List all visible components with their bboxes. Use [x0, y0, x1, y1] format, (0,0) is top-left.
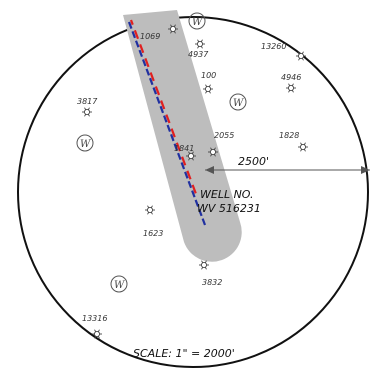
offset-well-symbol-4946 — [286, 83, 296, 93]
water-well-symbol: W — [229, 93, 247, 111]
offset-well-symbol-13316 — [92, 329, 102, 339]
svg-text:W: W — [114, 280, 125, 291]
offset-well-symbol-4937 — [195, 39, 205, 49]
well-label-13316: 13316 — [82, 314, 107, 323]
offset-well-symbol-1623 — [145, 205, 155, 215]
wellbore-buffer — [123, 10, 242, 262]
well-label-3832: 3832 — [202, 278, 222, 287]
offset-well-symbol-3832 — [199, 260, 209, 270]
well-id-label: WV 516231 — [197, 202, 261, 215]
well-label-3817: 3817 — [77, 97, 98, 106]
offset-well-symbol-3817 — [82, 107, 92, 117]
water-well-symbol: W — [110, 275, 128, 293]
radius-arrowhead-left — [205, 166, 214, 174]
well-label-100: 100 — [201, 71, 216, 80]
svg-text:W: W — [192, 17, 203, 28]
well-label-1828: 1828 — [279, 131, 299, 140]
offset-well-symbol-1841 — [186, 151, 196, 161]
well-label-4937: 4937 — [188, 50, 209, 59]
offset-well-symbol-1069 — [168, 24, 178, 34]
well-number-label: WELL NO. — [200, 188, 254, 201]
well-label-1069: 1069 — [140, 32, 160, 41]
well-label-1623: 1623 — [143, 229, 163, 238]
wellbore-path-red — [129, 19, 198, 195]
well-label-2055: 2055 — [214, 131, 234, 140]
radius-label: 2500' — [238, 155, 269, 168]
water-well-symbol: W — [76, 134, 94, 152]
offset-well-symbol-100 — [203, 84, 213, 94]
svg-text:W: W — [80, 139, 91, 150]
wellbore-path-blue — [127, 21, 207, 226]
scale-label: SCALE: 1" = 2000' — [133, 347, 235, 360]
well-label-4946: 4946 — [281, 73, 301, 82]
well-label-13260: 13260 — [261, 42, 286, 51]
offset-well-symbol-13260 — [296, 51, 306, 61]
offset-wells-layer — [82, 24, 308, 339]
offset-well-symbol-2055 — [208, 147, 218, 157]
review-radius-circle — [17, 16, 369, 368]
radius-arrowhead-right — [361, 166, 370, 174]
well-label-1841: 1841 — [174, 144, 194, 153]
offset-well-symbol-1828 — [298, 142, 308, 152]
water-well-symbol: W — [188, 12, 206, 30]
svg-text:W: W — [233, 98, 244, 109]
